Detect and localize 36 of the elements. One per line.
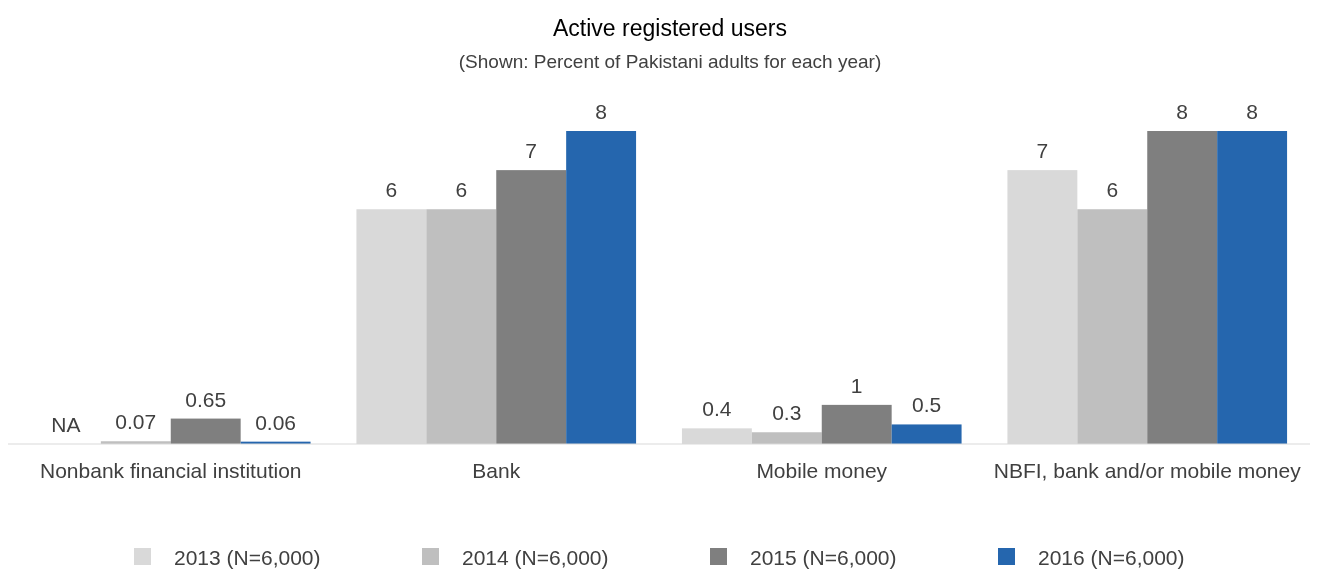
text: NA	[51, 413, 81, 436]
data-label: 6	[1106, 178, 1119, 202]
data-label: 6	[385, 178, 398, 202]
data-label: 8	[1176, 100, 1189, 123]
bar	[1147, 131, 1218, 444]
bar	[821, 404, 892, 444]
legend-label: 2015 (N=6,000)	[750, 546, 897, 569]
data-label: 0.3	[772, 401, 802, 425]
data-label: 8	[595, 100, 607, 123]
data-label: 1	[850, 373, 863, 397]
x-tick-label: Bank	[472, 459, 521, 482]
data-label: 8	[1246, 100, 1258, 123]
bar	[170, 418, 241, 444]
bar	[566, 131, 637, 444]
data-label: 0.06	[255, 410, 297, 434]
data-label: 6	[455, 178, 468, 202]
data-label: 7	[1036, 139, 1049, 163]
bar	[891, 424, 962, 444]
x-tick-label: NBFI, bank and/or mobile money	[993, 459, 1302, 482]
bar	[751, 432, 822, 444]
data-label: 0.65	[185, 387, 227, 411]
bar	[426, 209, 497, 444]
data-label: 0.07	[115, 410, 157, 434]
chart-subtitle: (Shown: Percent of Pakistani adults for each year)	[458, 51, 882, 72]
bar	[1077, 209, 1148, 444]
data-label: 7	[525, 139, 538, 163]
x-tick-label: Mobile money	[756, 459, 888, 482]
data-label: 0.5	[912, 393, 942, 417]
chart-title: Active registered users	[553, 15, 787, 41]
x-tick-label: Nonbank financial institution	[40, 459, 302, 482]
bar	[496, 170, 567, 444]
legend-label: 2013 (N=6,000)	[174, 546, 321, 569]
data-label: 0.4	[702, 397, 732, 421]
legend-label: 2014 (N=6,000)	[462, 546, 609, 569]
bar	[1217, 131, 1288, 444]
legend-label: 2016 (N=6,000)	[1038, 546, 1185, 569]
